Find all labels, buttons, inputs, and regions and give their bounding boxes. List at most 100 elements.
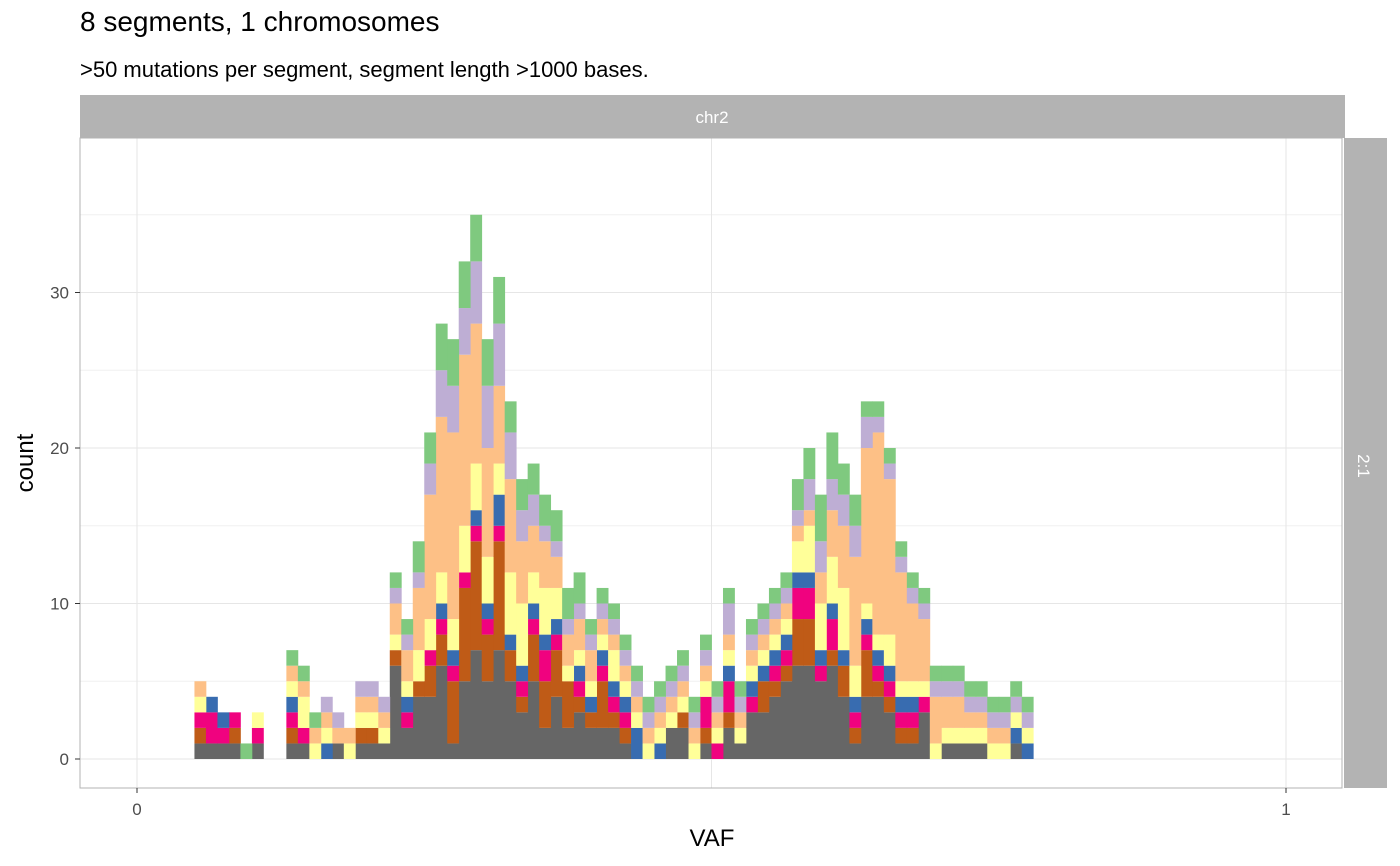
histogram-bar-segment — [665, 727, 678, 759]
histogram-bar-segment — [573, 712, 586, 759]
histogram-bar-segment — [619, 727, 632, 744]
histogram-bar-segment — [320, 743, 333, 759]
histogram-bar-segment — [654, 681, 666, 697]
histogram-bar-segment — [401, 619, 414, 635]
histogram-bar-segment — [343, 727, 356, 744]
histogram-bar-segment — [516, 479, 529, 511]
histogram-bar-segment — [435, 370, 448, 417]
histogram-bar-segment — [412, 572, 425, 588]
histogram-bar-segment — [320, 696, 333, 713]
histogram-bar-segment — [366, 696, 379, 713]
histogram-bar-segment — [194, 727, 207, 744]
histogram-bar-segment — [366, 743, 379, 759]
histogram-bar-segment — [228, 727, 241, 744]
histogram-bar-segment — [700, 743, 712, 759]
histogram-bar-segment — [527, 572, 540, 604]
histogram-bar-segment — [493, 463, 506, 495]
histogram-bar-segment — [493, 494, 506, 526]
histogram-bar-segment — [194, 743, 207, 759]
histogram-bar-segment — [504, 634, 517, 651]
histogram-bar-segment — [757, 681, 770, 713]
histogram-bar-segment — [642, 743, 655, 759]
histogram-bar-segment — [516, 681, 529, 697]
histogram-bar-segment — [849, 696, 862, 713]
histogram-bar-segment — [791, 510, 804, 526]
histogram-bar-segment — [217, 727, 230, 744]
histogram-bar-segment — [585, 696, 597, 713]
histogram-bar-segment — [860, 401, 873, 417]
histogram-bar-segment — [228, 712, 241, 728]
histogram-bar-segment — [378, 696, 391, 713]
histogram-bar-segment — [872, 416, 885, 433]
histogram-bar-segment — [803, 572, 816, 588]
histogram-bar-segment — [608, 681, 620, 697]
histogram-bar-segment — [918, 587, 931, 604]
histogram-bar-segment — [435, 603, 448, 620]
histogram-bar-segment — [297, 743, 310, 759]
histogram-bar-segment — [826, 556, 839, 604]
histogram-bar-segment — [860, 619, 873, 635]
histogram-bar-segment — [734, 696, 747, 713]
histogram-bar-segment — [320, 712, 333, 728]
histogram-bar-segment — [435, 323, 448, 371]
histogram-bar-segment — [814, 572, 827, 604]
histogram-bar-segment — [757, 619, 770, 635]
histogram-bar-segment — [780, 665, 793, 682]
histogram-bar-segment — [447, 432, 460, 620]
histogram-bar-segment — [401, 681, 414, 697]
histogram-bar-segment — [332, 727, 345, 744]
histogram-bar-segment — [837, 587, 850, 651]
histogram-bar-segment — [447, 619, 460, 651]
y-tick-label: 30 — [50, 284, 69, 303]
histogram-bar-segment — [631, 727, 643, 759]
histogram-bar-segment — [527, 525, 540, 573]
histogram-bar-segment — [941, 743, 954, 759]
histogram-bar-segment — [470, 650, 483, 759]
histogram-bar-segment — [504, 681, 517, 759]
histogram-bar-segment — [883, 665, 896, 682]
histogram-bar-segment — [447, 743, 460, 759]
facet-strip-top-label: chr2 — [695, 108, 728, 127]
histogram-bar-segment — [975, 681, 988, 697]
histogram-bar-segment — [860, 650, 873, 697]
histogram-bar-segment — [412, 587, 425, 651]
histogram-bar-segment — [803, 510, 816, 526]
histogram-bar-segment — [355, 743, 368, 759]
histogram-bar-segment — [711, 727, 724, 744]
histogram-bar-segment — [205, 696, 218, 713]
histogram-bar-segment — [504, 572, 517, 635]
histogram-bar-segment — [883, 696, 896, 713]
histogram-bar-segment — [803, 525, 816, 573]
histogram-bar-segment — [677, 681, 689, 697]
histogram-bar-segment — [458, 572, 471, 588]
histogram-bar-segment — [332, 712, 345, 728]
histogram-bar-segment — [493, 323, 506, 386]
histogram-bar-segment — [837, 650, 850, 666]
histogram-bar-segment — [424, 463, 437, 495]
histogram-bar-segment — [964, 743, 977, 759]
histogram-bar-segment — [286, 665, 299, 682]
histogram-bar-segment — [941, 727, 954, 744]
histogram-bar-segment — [470, 525, 483, 542]
histogram-bar-segment — [481, 634, 494, 682]
histogram-bar-segment — [895, 712, 908, 728]
histogram-bar-segment — [539, 650, 552, 682]
histogram-bar-segment — [539, 525, 552, 542]
histogram-bar-segment — [883, 681, 896, 697]
histogram-bar-segment — [1010, 727, 1023, 744]
histogram-bar-segment — [1021, 712, 1034, 728]
histogram-bar-segment — [906, 727, 919, 744]
histogram-bar-segment — [872, 681, 885, 697]
histogram-bar-segment — [975, 696, 988, 713]
histogram-bar-segment — [217, 743, 230, 759]
histogram-bar-segment — [458, 261, 471, 309]
histogram-bar-segment — [791, 525, 804, 542]
histogram-bar-segment — [780, 603, 793, 620]
histogram-bar-segment — [814, 494, 827, 542]
histogram-bar-segment — [458, 525, 471, 573]
histogram-bar-segment — [688, 743, 701, 759]
histogram-bar-segment — [906, 712, 919, 728]
histogram-bar-segment — [447, 665, 460, 682]
histogram-bar-segment — [1010, 743, 1023, 759]
histogram-bar-segment — [412, 696, 425, 759]
